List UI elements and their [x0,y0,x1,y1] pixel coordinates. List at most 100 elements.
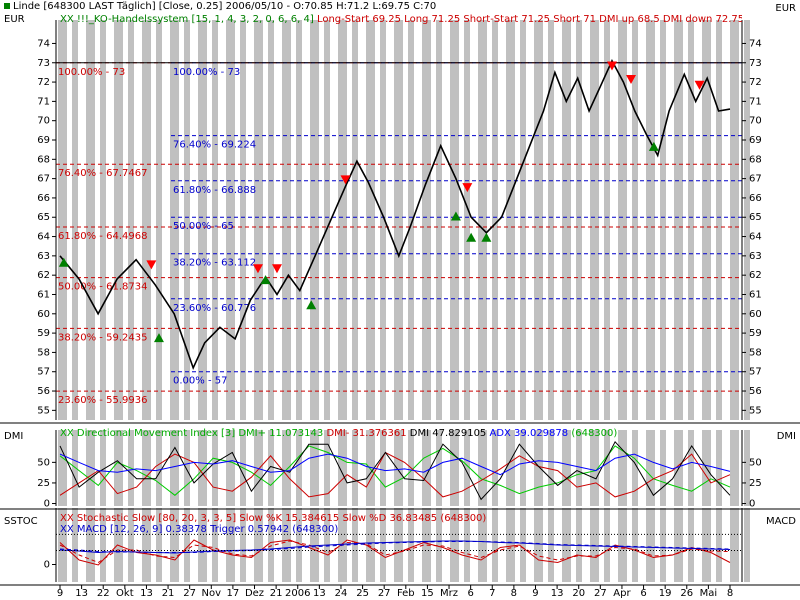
band-d [296,430,302,506]
y-tick-label-right: 68 [749,154,762,165]
band-d [604,430,610,506]
dmi-series-adx [59,453,731,476]
band-p [338,20,347,420]
system-line-prefix: XX !!!_KO-Handelssystem [15, 1, 4, 3, 2,… [60,14,314,25]
band-s [422,508,431,582]
band-d [562,430,571,506]
band-d [366,430,375,506]
x-tick-label: 9 [57,588,63,599]
buy-signal-marker [466,232,477,242]
band-p [478,20,487,420]
x-tick-label: 17 [227,588,240,599]
band-s [674,508,683,582]
band-d [212,430,218,506]
band-p [72,20,78,420]
sell-signal-marker [146,260,157,270]
fib-label-red: 50.00% - 61.8734 [58,282,147,293]
band-p [380,20,386,420]
background-bands [58,20,750,582]
y-tick-label-left: 73 [37,58,50,69]
x-tick-label: 2006 [285,588,310,599]
stoch-legend: XX Stochastic Slow [80, 20, 3, 3, 5] Slo… [60,513,487,524]
band-s [408,508,414,582]
x-tick-label: Dez [245,588,264,599]
band-d [142,430,151,506]
x-tick-label: 6 [467,588,473,599]
band-p [268,20,274,420]
x-tick-label: Apr [613,588,631,599]
x-tick-label: 13 [313,588,326,599]
dmi-series-dmi [59,445,731,496]
y-tick-label-right: 70 [749,116,762,127]
x-tick-label: 26 [680,588,693,599]
band-d [688,430,694,506]
system-line-values: Long-Start 69.25 Long 71.25 Short-Start … [316,14,742,25]
band-d [58,430,67,506]
y-tick-label-right: 72 [749,77,762,88]
y-tick-label-left: 72 [37,77,50,88]
signal-markers [58,61,705,343]
fib-label-blue: 23.60% - 60.776 [173,303,256,314]
y-tick-label-left: 66 [37,193,50,204]
buy-signal-marker [450,211,461,221]
currency-left: EUR [4,14,25,25]
band-p [590,20,599,420]
x-tick-label: 21 [270,588,283,599]
sell-signal-marker [462,183,473,193]
band-d [646,430,655,506]
band-d [254,430,263,506]
x-tick-label: 15 [421,588,434,599]
band-p [534,20,543,420]
band-d [100,430,106,506]
band-s [478,508,487,582]
band-p [604,20,610,420]
band-p [184,20,190,420]
stoch-tick-label: 0 [44,560,50,571]
band-d [226,430,235,506]
band-p [492,20,498,420]
x-tick-label: 27 [183,588,196,599]
band-p [282,20,291,420]
band-d [156,430,162,506]
band-d [450,430,459,506]
x-tick-label: 8 [727,588,733,599]
band-p [128,20,134,420]
x-tick-label: Mrz [440,588,458,599]
dmi-legend-adx: ADX 39.029878 [489,428,572,439]
band-p [646,20,655,420]
fib-label-red: 76.40% - 67.7467 [58,168,147,179]
band-s [492,508,498,582]
y-tick-label-right: 58 [749,347,762,358]
band-p [366,20,375,420]
band-s [646,508,655,582]
sell-signal-marker [340,175,351,185]
dmi-legend-dmi: DMI 47.829105 [409,428,490,439]
band-p [100,20,106,420]
band-s [660,508,666,582]
band-d [394,430,403,506]
dmi-tick-label-right: 25 [749,478,762,489]
band-d [576,430,582,506]
title-line: Linde [648300 LAST Täglich] [Close, 0.25… [4,1,436,12]
x-tick-label: 8 [511,588,517,599]
band-s [170,508,179,582]
x-tick-label: 24 [335,588,348,599]
y-tick-label-left: 74 [37,38,50,49]
x-tick-label: 27 [378,588,391,599]
band-d [534,430,543,506]
fibonacci-lines: 100.00% - 73 76.40% - 67.7467 61.80% - 64.… [56,62,742,406]
band-s [254,508,263,582]
system-line: XX !!!_KO-Handelssystem [15, 1, 4, 3, 2,… [60,14,742,25]
band-s [184,508,190,582]
stoch-panel [56,533,742,566]
band-p [254,20,263,420]
band-p [394,20,403,420]
band-p [156,20,162,420]
y-tick-label-left: 64 [37,232,50,243]
y-tick-label-right: 64 [749,232,762,243]
stoch-series-slowk [59,539,731,566]
x-tick-label: Nov [202,588,222,599]
band-p [548,20,554,420]
dmi-panel [59,440,731,501]
